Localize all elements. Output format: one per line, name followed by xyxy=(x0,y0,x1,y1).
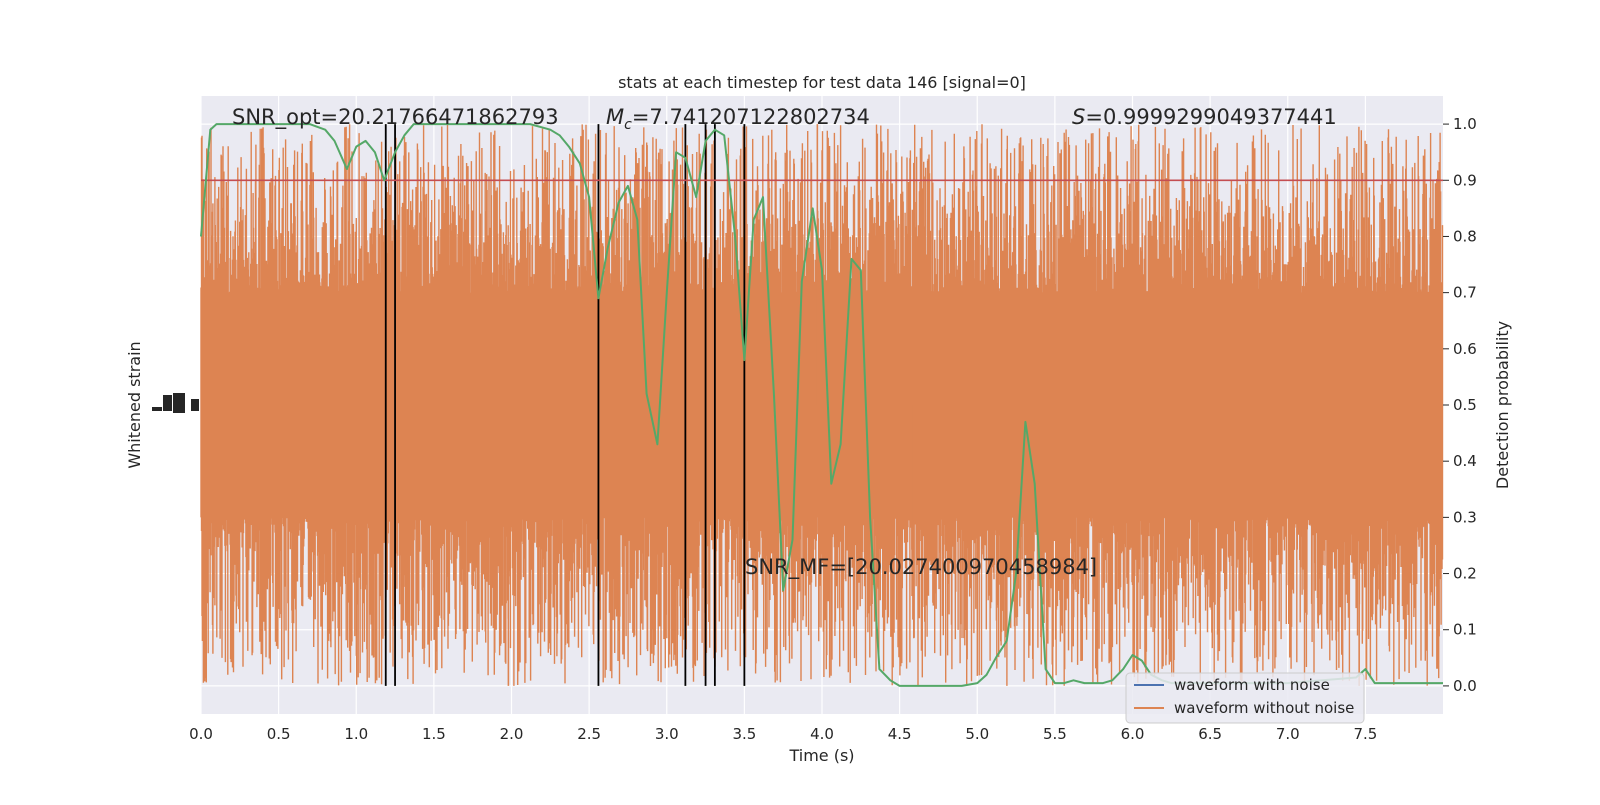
legend-label-with-noise: waveform with noise xyxy=(1174,676,1330,694)
detection-probability-group xyxy=(200,123,1443,687)
left-axis-glyphs xyxy=(152,393,199,413)
x-tick-label: 4.5 xyxy=(888,725,912,743)
x-tick-label: 0.5 xyxy=(267,725,291,743)
x-tick-label: 4.0 xyxy=(810,725,834,743)
legend-label-without-noise: waveform without noise xyxy=(1174,699,1354,717)
x-tick-label: 6.5 xyxy=(1198,725,1222,743)
legend-box xyxy=(1125,672,1365,724)
x-tick-label: 1.5 xyxy=(422,725,446,743)
chart-title: stats at each timestep for test data 146… xyxy=(618,73,1026,92)
y-tick-label: 1.0 xyxy=(1453,115,1477,133)
snr-opt-annotation: SNR_opt=20.21766471862793 xyxy=(232,105,559,130)
y-tick-label: 0.5 xyxy=(1453,396,1477,414)
mc-value: =7.741207122802734 xyxy=(632,105,870,129)
x-tick-label: 7.5 xyxy=(1353,725,1377,743)
detection-probability-line xyxy=(200,123,1443,687)
s-annotation: S=0.9999299049377441 xyxy=(1072,105,1337,129)
x-tick-label: 7.0 xyxy=(1276,725,1300,743)
mc-subscript: c xyxy=(624,117,632,133)
y-axis-label-left: Whitened strain xyxy=(125,341,144,468)
x-tick-labels: 0.0 0.5 1.0 1.5 2.0 2.5 3.0 3.5 4.0 4.5 5.0 5.5 6.0 6… xyxy=(189,725,1377,743)
mc-annotation: Mc=7.741207122802734 xyxy=(606,105,870,133)
x-tick-label: 5.5 xyxy=(1043,725,1067,743)
y-tick-label: 0.4 xyxy=(1453,452,1477,470)
x-tick-label: 1.0 xyxy=(344,725,368,743)
s-symbol: S xyxy=(1072,105,1085,129)
mc-symbol: M xyxy=(606,105,624,129)
vertical-marker-lines xyxy=(384,124,746,686)
x-tick-label: 3.0 xyxy=(655,725,679,743)
y-tick-label: 0.8 xyxy=(1453,227,1477,245)
x-tick-label: 2.5 xyxy=(577,725,601,743)
x-tick-label: 6.0 xyxy=(1121,725,1145,743)
y-tick-label: 0.3 xyxy=(1453,508,1477,526)
x-tick-label: 0.0 xyxy=(189,725,213,743)
y-tick-label: 0.7 xyxy=(1453,284,1477,302)
y-right-tick-labels: 0.0 0.1 0.2 0.3 0.4 0.5 0.6 0.7 0.8 0.9 1.0 xyxy=(1443,115,1477,695)
y-tick-label: 0.1 xyxy=(1453,621,1477,639)
y-tick-label: 0.6 xyxy=(1453,340,1477,358)
noise-band-spikes xyxy=(200,124,1444,686)
x-axis-label: Time (s) xyxy=(788,746,854,765)
x-tick-label: 5.0 xyxy=(965,725,989,743)
y-tick-label: 0.9 xyxy=(1453,171,1477,189)
legend: waveform with noise waveform without noi… xyxy=(1125,672,1365,724)
x-tick-label: 3.5 xyxy=(732,725,756,743)
y-axis-label-right: Detection probability xyxy=(1493,321,1512,489)
y-tick-label: 0.2 xyxy=(1453,565,1477,583)
noise-band xyxy=(200,124,1444,686)
s-value: =0.9999299049377441 xyxy=(1085,105,1336,129)
snr-mf-annotation: SNR_MF=[20.027400970458984] xyxy=(745,555,1097,580)
y-tick-label: 0.0 xyxy=(1453,677,1477,695)
x-tick-label: 2.0 xyxy=(500,725,524,743)
